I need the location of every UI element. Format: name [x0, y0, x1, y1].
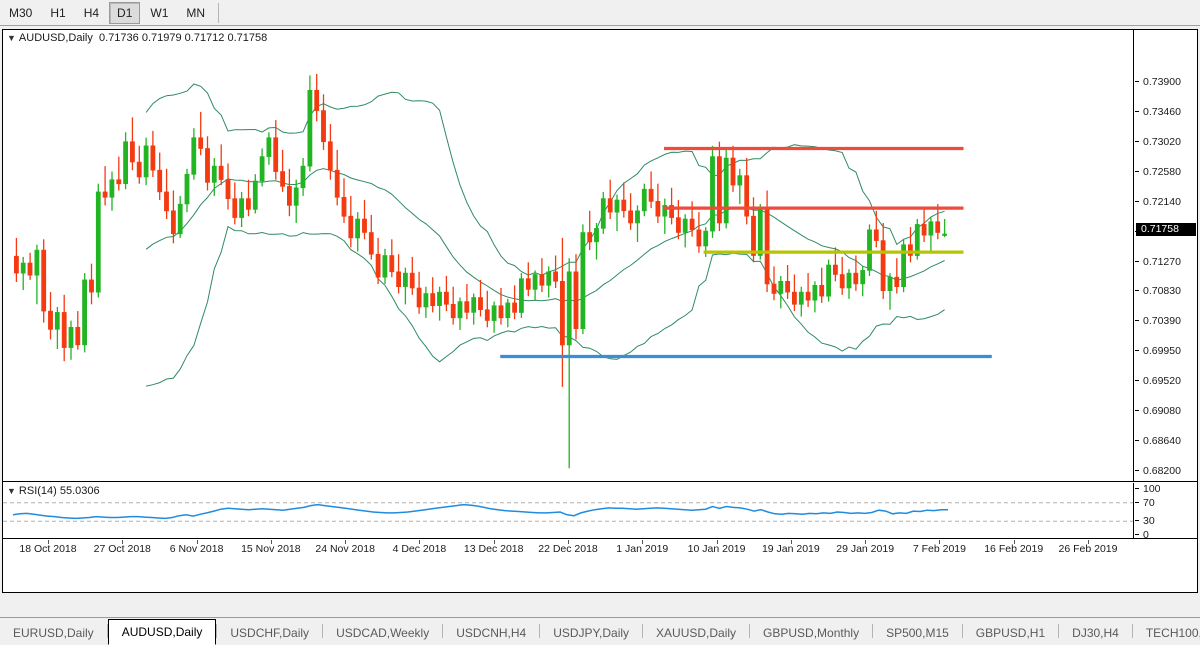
date-axis-label: 7 Feb 2019: [912, 543, 966, 555]
tab-divider: [1058, 624, 1060, 638]
date-tick: [865, 540, 867, 544]
date-tick: [122, 540, 124, 544]
timeframe-button-h4[interactable]: H4: [83, 5, 100, 20]
timeframe-button-h1[interactable]: H1: [50, 5, 66, 20]
price-tick-label: 0.70390: [1134, 315, 1197, 327]
date-tick: [939, 540, 941, 544]
date-axis-label: 22 Dec 2018: [538, 543, 598, 555]
date-tick: [642, 540, 644, 544]
date-tick: [493, 540, 495, 544]
rsi-tick-label: 70: [1134, 497, 1197, 509]
date-tick: [48, 540, 49, 544]
rsi-plot-area[interactable]: [3, 483, 1133, 538]
price-tick-label: 0.73460: [1134, 106, 1197, 118]
price-tick-label: 0.69080: [1134, 405, 1197, 417]
date-axis-label: 19 Jan 2019: [761, 543, 820, 555]
chart-tab-usdchf-daily[interactable]: USDCHF,Daily: [230, 626, 310, 640]
collapse-arrow-icon[interactable]: ▼: [7, 33, 16, 43]
date-axis-label: 27 Oct 2018: [93, 543, 151, 555]
timeframe-button-mn[interactable]: MN: [186, 5, 206, 20]
price-tick-label: 0.73900: [1134, 76, 1197, 88]
date-axis-label: 16 Feb 2019: [984, 543, 1044, 555]
price-scale[interactable]: 0.73900 0.73460 0.73020 0.72580 0.72140 0.717…: [1133, 30, 1197, 481]
tab-divider: [442, 624, 444, 638]
date-tick: [716, 540, 718, 544]
date-axis-label: 24 Nov 2018: [315, 543, 375, 555]
rsi-indicator-pane[interactable]: ▼ RSI(14) 55.0306 100 70 30 0: [3, 483, 1197, 539]
date-axis-label: 4 Dec 2018: [392, 543, 447, 555]
date-axis-label: 10 Jan 2019: [687, 543, 746, 555]
timeframe-button-w1[interactable]: W1: [150, 5, 169, 20]
rsi-collapse-arrow-icon[interactable]: ▼: [7, 486, 16, 496]
date-axis-label: 1 Jan 2019: [616, 543, 669, 555]
price-tick-label: 0.71270: [1134, 256, 1197, 268]
chart-tab-usdcnh-h4[interactable]: USDCNH,H4: [456, 626, 527, 640]
date-axis-label: 26 Feb 2019: [1058, 543, 1118, 555]
tab-divider: [1131, 624, 1133, 638]
price-tick-label: 0.70830: [1134, 285, 1197, 297]
time-axis[interactable]: 18 Oct 2018 27 Oct 2018 6 Nov 2018 15 Nov 2…: [3, 540, 1197, 592]
rsi-tick-label: 0: [1134, 529, 1197, 538]
date-tick: [345, 540, 347, 544]
timeframe-button-m30[interactable]: M30: [9, 5, 33, 20]
date-axis-label: 15 Nov 2018: [241, 543, 301, 555]
date-axis-label: 29 Jan 2019: [836, 543, 895, 555]
chart-tab-tech100-h[interactable]: TECH100,H: [1145, 626, 1200, 640]
price-tick-label: 0.69520: [1134, 375, 1197, 387]
date-tick: [270, 540, 272, 544]
tab-divider: [961, 624, 963, 638]
chart-tab-audusd-daily[interactable]: AUDUSD,Daily: [107, 619, 217, 645]
chart-tab-gbpusd-monthly[interactable]: GBPUSD,Monthly: [763, 626, 860, 640]
price-tick-label: 0.68200: [1134, 465, 1197, 477]
tab-divider: [106, 624, 108, 638]
price-tick-label: 0.69950: [1134, 345, 1197, 357]
chart-ohlc-values: 0.71736 0.71979 0.71712 0.71758: [99, 32, 268, 44]
date-tick: [1013, 540, 1015, 544]
rsi-tick-label: 30: [1134, 515, 1197, 527]
tab-divider: [216, 624, 218, 638]
date-axis-label: 13 Dec 2018: [463, 543, 524, 555]
date-tick: [790, 540, 792, 544]
tab-divider: [322, 624, 324, 638]
price-tick-label: 0.68640: [1134, 435, 1197, 447]
price-chart-pane[interactable]: ▼ AUDUSD,Daily 0.71736 0.71979 0.71712 0.…: [3, 30, 1197, 482]
toolbar-divider: [218, 2, 220, 23]
chart-symbol-label: AUDUSD,Daily: [18, 32, 93, 44]
rsi-label: RSI(14) 55.0306: [18, 485, 100, 497]
chart-tab-sp500-m15[interactable]: SP500,M15: [886, 626, 949, 640]
date-tick: [568, 540, 569, 544]
tab-divider: [642, 624, 644, 638]
candlestick-svg: [14, 74, 992, 469]
chart-tabbar: EURUSD,Daily AUDUSD,Daily USDCHF,Daily USDC…: [0, 617, 1200, 645]
price-tick-label: 0.72580: [1134, 166, 1197, 178]
chart-tab-dj30-h4[interactable]: DJ30,H4: [1072, 626, 1119, 640]
chart-tab-gbpusd-h1[interactable]: GBPUSD,H1: [975, 626, 1046, 640]
price-tick-label: 0.73020: [1134, 136, 1197, 148]
timeframe-button-d1[interactable]: D1: [109, 1, 141, 24]
date-tick: [419, 540, 421, 544]
current-price-label: 0.71758: [1136, 222, 1196, 236]
timeframe-toolbar: M30 H1 H4 D1 W1 MN: [0, 0, 1200, 26]
chart-tab-usdjpy-daily[interactable]: USDJPY,Daily: [553, 626, 630, 640]
tab-divider: [872, 624, 874, 638]
rsi-header: ▼ RSI(14) 55.0306: [7, 485, 100, 497]
date-tick: [196, 540, 198, 544]
date-axis-label: 6 Nov 2018: [169, 543, 224, 555]
chart-header: ▼ AUDUSD,Daily 0.71736 0.71979 0.71712 0.…: [7, 32, 267, 44]
tab-divider: [539, 624, 541, 638]
chart-tab-eurusd-daily[interactable]: EURUSD,Daily: [13, 626, 94, 640]
date-tick: [1088, 540, 1089, 544]
chart-tab-usdcad-weekly[interactable]: USDCAD,Weekly: [336, 626, 430, 640]
date-axis-label: 18 Oct 2018: [19, 543, 77, 555]
rsi-scale[interactable]: 100 70 30 0: [1133, 483, 1197, 538]
rsi-tick-label: 100: [1134, 483, 1197, 495]
tab-divider: [749, 624, 751, 638]
chart-frame[interactable]: ▼ AUDUSD,Daily 0.71736 0.71979 0.71712 0.…: [2, 29, 1198, 593]
rsi-svg: [3, 502, 1133, 522]
chart-tab-xauusd-daily[interactable]: XAUUSD,Daily: [656, 626, 737, 640]
price-plot-area[interactable]: [3, 30, 1133, 481]
price-tick-label: 0.72140: [1134, 196, 1197, 208]
